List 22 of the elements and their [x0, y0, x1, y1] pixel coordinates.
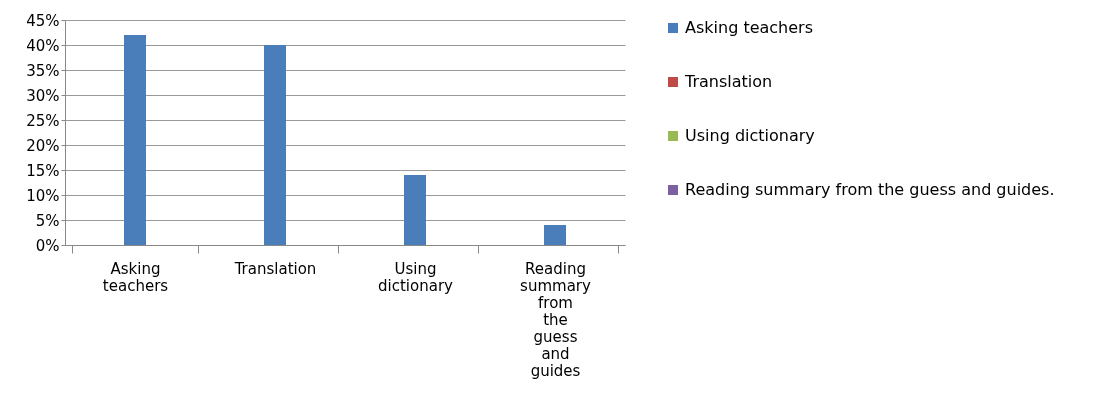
y-tick-label: 40% [26, 36, 60, 55]
x-tick-label: Reading summary from the guess and guides [520, 259, 592, 380]
y-tick-label: 10% [26, 186, 60, 205]
y-tick-label: 25% [26, 111, 60, 130]
x-tick-label: Using dictionary [378, 259, 454, 295]
y-tick-label: 15% [26, 161, 60, 180]
y-tick-label: 5% [35, 211, 60, 230]
y-tick-label: 45% [26, 11, 60, 30]
bar [544, 225, 566, 245]
legend-label: Reading summary from the guess and guides. [685, 180, 1055, 199]
bar [404, 175, 426, 245]
x-tick-label: Asking teachers [102, 259, 169, 295]
legend-label: Asking teachers [685, 18, 813, 37]
y-tick-label: 30% [26, 86, 60, 105]
y-tick-label: 0% [35, 236, 60, 255]
bar [124, 35, 146, 245]
x-tick-label: Translation [233, 259, 317, 278]
y-tick-label: 35% [26, 61, 60, 80]
y-tick-label: 20% [26, 136, 60, 155]
legend-label: Translation [684, 72, 773, 91]
legend-label: Using dictionary [685, 126, 815, 145]
bar [264, 45, 286, 245]
